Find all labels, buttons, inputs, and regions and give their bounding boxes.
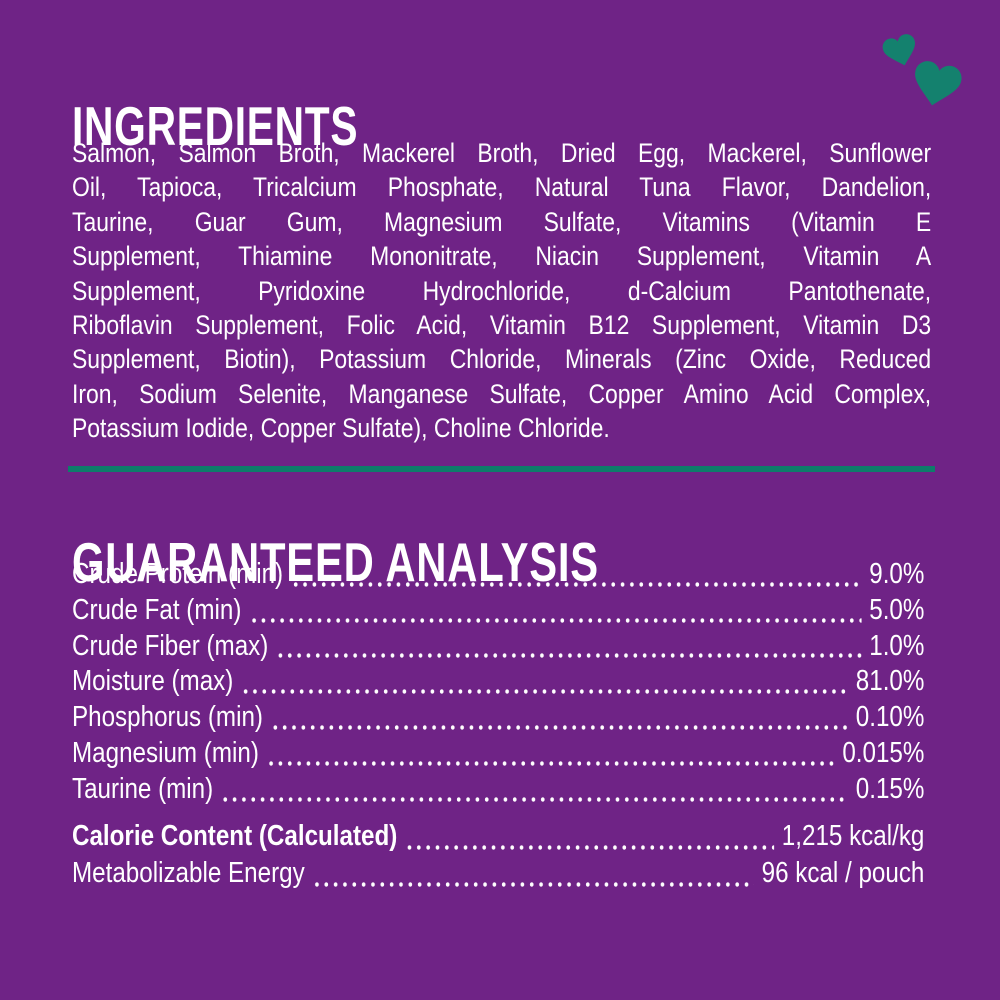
analysis-row: Crude Protein (min) 9.0% — [72, 558, 924, 594]
analysis-row: Magnesium (min) 0.015% — [72, 737, 924, 773]
ingredients-line: Supplement, Thiamine Mononitrate, Niacin… — [72, 241, 932, 272]
metabolizable-energy-label: Metabolizable Energy — [72, 856, 305, 889]
analysis-label: Taurine (min) — [72, 772, 214, 805]
analysis-value: 5.0% — [869, 593, 925, 626]
heart-icon — [909, 59, 964, 111]
ingredients-line: Potassium Iodide, Copper Sulfate), Choli… — [72, 413, 610, 444]
analysis-label: Phosphorus (min) — [72, 701, 263, 734]
analysis-label: Moisture (max) — [72, 665, 234, 698]
section-divider — [68, 466, 935, 472]
analysis-row: Moisture (max) 81.0% — [72, 665, 924, 701]
dot-leader — [266, 760, 835, 766]
guaranteed-analysis-heading: GUARANTEED ANALYSIS — [72, 530, 599, 593]
ingredients-line: Supplement, Biotin), Potassium Chloride,… — [72, 344, 932, 375]
calorie-content-value: 1,215 kcal/kg — [781, 819, 925, 852]
ingredients-line: Taurine, Guar Gum, Magnesium Sulfate, Vi… — [72, 206, 932, 237]
dot-leader — [312, 881, 754, 887]
calorie-row: Metabolizable Energy 96 kcal / pouch — [72, 857, 924, 894]
guaranteed-analysis-table: Crude Protein (min) 9.0% Crude Fat (min)… — [72, 558, 924, 894]
analysis-value: 0.015% — [842, 736, 925, 769]
ingredients-line: Oil, Tapioca, Tricalcium Phosphate, Natu… — [72, 172, 932, 203]
metabolizable-energy-value: 96 kcal / pouch — [761, 856, 925, 889]
analysis-label: Crude Fiber (max) — [72, 629, 269, 662]
analysis-value: 0.10% — [855, 701, 925, 734]
calorie-content-label: Calorie Content (Calculated) — [72, 819, 398, 852]
analysis-value: 1.0% — [869, 629, 925, 662]
dot-leader — [270, 724, 849, 730]
ingredients-heading: INGREDIENTS — [72, 94, 359, 157]
calorie-content-block: Calorie Content (Calculated) 1,215 kcal/… — [72, 820, 924, 894]
ingredients-line: Salmon, Salmon Broth, Mackerel Broth, Dr… — [72, 138, 932, 168]
analysis-label: Crude Protein (min) — [72, 558, 284, 590]
dot-leader — [220, 796, 849, 802]
analysis-value: 81.0% — [855, 665, 925, 698]
ingredients-line: Iron, Sodium Selenite, Manganese Sulfate… — [72, 378, 932, 409]
analysis-row: Crude Fat (min) 5.0% — [72, 594, 924, 630]
ingredients-line: Riboflavin Supplement, Folic Acid, Vitam… — [72, 310, 932, 341]
dot-leader — [275, 653, 862, 659]
analysis-row: Phosphorus (min) 0.10% — [72, 701, 924, 737]
analysis-label: Crude Fat (min) — [72, 593, 242, 626]
dot-leader — [404, 844, 775, 850]
analysis-value: 9.0% — [869, 558, 925, 590]
analysis-label: Magnesium (min) — [72, 736, 259, 769]
calorie-row: Calorie Content (Calculated) 1,215 kcal/… — [72, 820, 924, 857]
ingredients-line: Supplement, Pyridoxine Hydrochloride, d-… — [72, 275, 932, 306]
dot-leader — [290, 581, 862, 587]
analysis-row: Crude Fiber (max) 1.0% — [72, 630, 924, 666]
analysis-row: Taurine (min) 0.15% — [72, 773, 924, 809]
ingredients-paragraph: Salmon, Salmon Broth, Mackerel Broth, Dr… — [72, 136, 931, 446]
dot-leader — [249, 617, 862, 623]
heart-icon — [881, 32, 921, 70]
analysis-value: 0.15% — [855, 772, 925, 805]
dot-leader — [240, 689, 849, 695]
